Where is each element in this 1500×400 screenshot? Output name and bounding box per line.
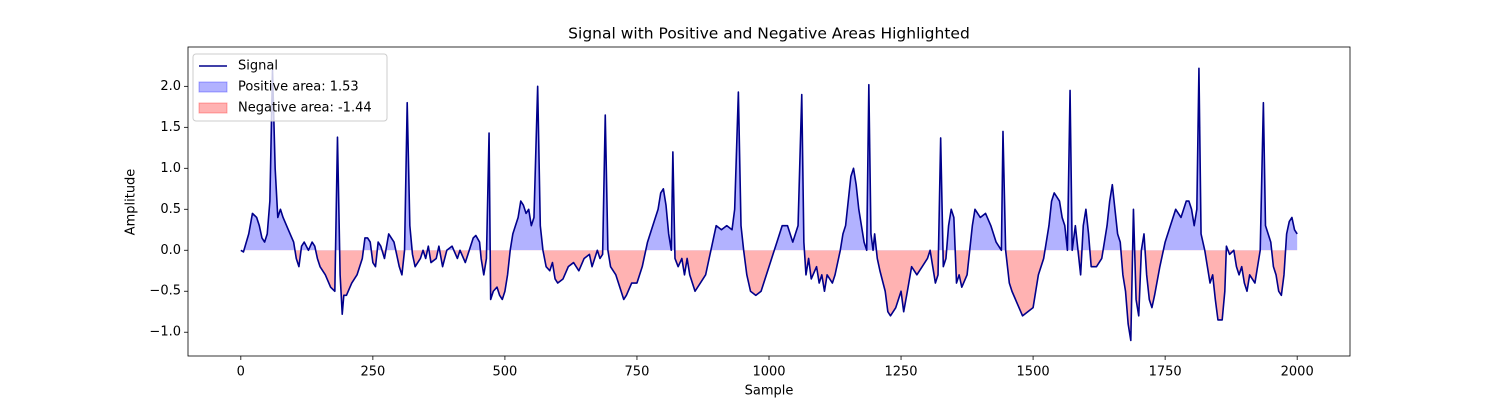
legend-patch — [198, 102, 228, 114]
y-tick-label: 1.0 — [160, 161, 181, 176]
y-tick-label: 0.0 — [160, 243, 181, 258]
y-tick-label: −0.5 — [149, 284, 181, 299]
x-tick-label: 2000 — [1281, 365, 1314, 380]
plot-frame — [187, 46, 1351, 357]
chart-title: Signal with Positive and Negative Areas … — [568, 25, 970, 43]
x-tick-label: 250 — [360, 365, 385, 380]
x-tick-label: 1500 — [1017, 365, 1050, 380]
y-tick-label: 1.5 — [160, 120, 181, 135]
x-tick-label: 1000 — [752, 365, 785, 380]
y-axis-label: Amplitude — [124, 169, 139, 236]
legend-label: Signal — [238, 59, 278, 74]
y-tick-label: 2.0 — [160, 79, 181, 94]
x-tick-label: 500 — [492, 365, 517, 380]
y-tick-label: −1.0 — [149, 325, 181, 340]
area-positive — [243, 68, 1298, 251]
x-axis-label: Sample — [745, 384, 794, 399]
legend-label: Positive area: 1.53 — [238, 80, 359, 95]
legend-patch — [198, 81, 228, 93]
legend-box — [192, 53, 388, 122]
x-tick-label: 0 — [237, 365, 245, 380]
area-negative — [240, 250, 1298, 341]
x-tick-label: 750 — [625, 365, 650, 380]
x-tick-label: 1750 — [1149, 365, 1182, 380]
y-tick-label: 0.5 — [160, 202, 181, 217]
x-tick-label: 1250 — [884, 365, 917, 380]
signal-line — [240, 67, 1298, 342]
legend-label: Negative area: -1.44 — [238, 101, 372, 116]
